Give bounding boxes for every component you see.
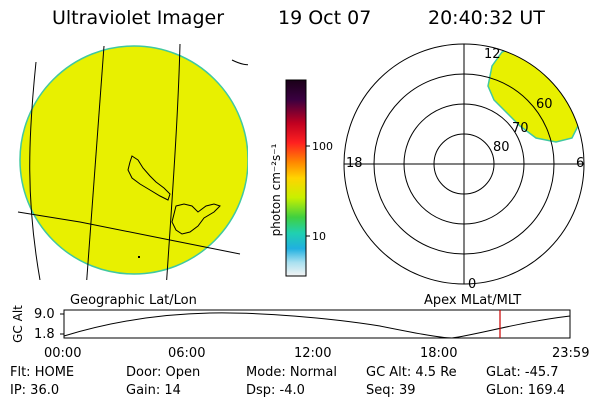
mlt-label-12: 12	[484, 47, 501, 62]
status-glat: GLat: -45.7	[486, 365, 559, 380]
status-glon: GLon: 169.4	[486, 383, 566, 398]
coastline	[171, 203, 221, 235]
observation-date: 19 Oct 07	[278, 7, 372, 29]
time-tick-2359: 23:59	[552, 346, 590, 361]
geo-panel-label: Geographic Lat/Lon	[70, 293, 197, 308]
colorbar-tick-10: 10	[312, 230, 326, 243]
mlt-label-0: 0	[468, 277, 477, 292]
colorbar-tick-100: 100	[312, 140, 333, 153]
longitude-line	[166, 43, 181, 280]
longitude-line	[231, 59, 248, 66]
mlat-label-70: 70	[512, 121, 529, 136]
status-gc-alt: GC Alt: 4.5 Re	[366, 365, 457, 380]
longitude-line	[86, 45, 105, 280]
time-tick-0000: 00:00	[44, 346, 82, 361]
status-flt: Flt: HOME	[10, 365, 75, 380]
earth-disk	[19, 45, 248, 275]
status-dsp: Dsp: -4.0	[246, 383, 305, 398]
mlt-label-18: 18	[346, 156, 363, 171]
latitude-line	[17, 211, 241, 255]
alt-tick-9: 9.0	[34, 307, 55, 322]
status-gain: Gain: 14	[126, 383, 181, 398]
time-tick-1200: 12:00	[294, 346, 332, 361]
alt-tick-1-8: 1.8	[34, 327, 55, 342]
status-mode: Mode: Normal	[246, 365, 337, 380]
time-tick-0600: 06:00	[168, 346, 206, 361]
instrument-title: Ultraviolet Imager	[52, 7, 225, 29]
altitude-curve	[63, 312, 571, 339]
status-ip: IP: 36.0	[10, 383, 60, 398]
mlat-label-80: 80	[493, 140, 510, 155]
status-seq: Seq: 39	[366, 383, 416, 398]
time-tick-1800: 18:00	[420, 346, 458, 361]
altitude-axis-label: GC Alt	[11, 305, 25, 343]
coastline	[127, 155, 171, 201]
status-door: Door: Open	[126, 365, 201, 380]
mlt-label-6: 6	[576, 156, 585, 171]
polar-panel-label: Apex MLat/MLT	[424, 293, 522, 308]
longitude-line	[29, 61, 41, 280]
mlat-label-60: 60	[536, 97, 553, 112]
observation-time: 20:40:32 UT	[428, 7, 545, 29]
